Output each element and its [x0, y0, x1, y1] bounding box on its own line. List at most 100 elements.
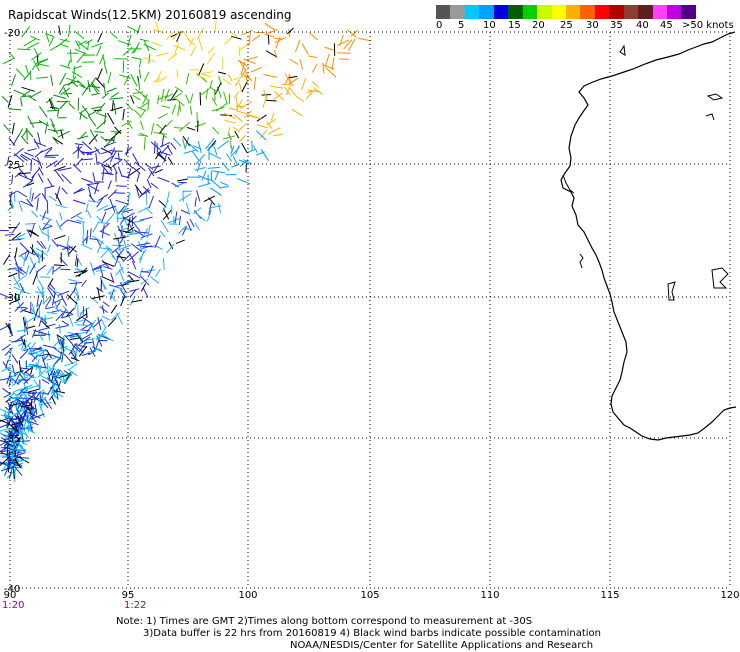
wind-barb [195, 168, 206, 171]
wind-barb [235, 131, 239, 138]
wind-barb [140, 190, 150, 196]
wind-barb [4, 125, 10, 132]
wind-barb [60, 212, 62, 220]
wind-barb [55, 193, 61, 205]
wind-barb [13, 453, 22, 454]
wind-barb [49, 196, 56, 201]
wind-barb [115, 200, 128, 204]
wind-barb [62, 188, 67, 194]
wind-barb [210, 87, 218, 92]
wind-barb [76, 215, 83, 219]
note-line-1: Note: 1) Times are GMT 2)Times along bot… [116, 616, 532, 628]
wind-barb [48, 331, 49, 341]
wind-barb [28, 116, 34, 128]
wind-barb [244, 59, 256, 64]
time-label-2: 1:22 [124, 600, 146, 611]
wind-barb [149, 54, 150, 64]
wind-barb [9, 378, 11, 387]
wind-barb [69, 103, 75, 109]
wind-barb [198, 141, 201, 153]
wind-barb [42, 193, 47, 201]
wind-barb [52, 124, 58, 134]
wind-barb [247, 57, 258, 60]
wind-barb [108, 180, 111, 189]
wind-barb [102, 276, 114, 281]
wind-barb [179, 194, 191, 201]
wind-barb [270, 86, 283, 88]
wind-barb [208, 167, 221, 168]
wind-barb [46, 186, 55, 188]
wind-barb [134, 42, 140, 53]
wind-barb [8, 95, 12, 108]
wind-barb [215, 21, 217, 33]
wind-barb [199, 38, 203, 50]
wind-barb [47, 358, 56, 360]
wind-barb [101, 280, 102, 291]
wind-barb [93, 172, 95, 182]
wind-barb [60, 220, 68, 227]
wind-barb [187, 127, 195, 130]
wind-barb [242, 82, 247, 92]
wind-barb [93, 339, 96, 351]
wind-barb [138, 206, 150, 212]
wind-barb [209, 153, 221, 159]
wind-barb [101, 318, 106, 327]
wind-barb [198, 183, 210, 187]
wind-barb [140, 217, 153, 220]
wind-barb [116, 186, 127, 187]
wind-barb [240, 43, 251, 50]
wind-barb [312, 81, 319, 87]
wind-barb [14, 193, 15, 202]
wind-barb [16, 69, 24, 78]
wind-barb [44, 157, 56, 158]
wind-barb [17, 49, 30, 50]
wind-barb [210, 188, 221, 196]
wind-barb [24, 73, 30, 81]
wind-barb [30, 188, 31, 200]
wind-barb [41, 376, 52, 382]
wind-barb [61, 130, 63, 139]
wind-barb [109, 98, 123, 100]
wind-barb [160, 231, 165, 237]
wind-barb [251, 67, 262, 72]
wind-barb [155, 141, 156, 153]
wind-barb [39, 300, 42, 308]
wind-barb [48, 178, 53, 186]
wind-barb [326, 68, 336, 77]
wind-barb [14, 256, 18, 269]
wind-barbs-layer [0, 21, 371, 483]
wind-barb [102, 212, 106, 222]
wind-barb [149, 196, 154, 209]
wind-barb [19, 269, 20, 279]
wind-barb [101, 224, 109, 232]
wind-barb [118, 238, 120, 248]
wind-barb [24, 153, 33, 157]
wind-barb [55, 326, 68, 329]
wind-barb [31, 224, 35, 237]
wind-barb [111, 305, 117, 314]
wind-barb [253, 145, 258, 152]
wind-barb [58, 131, 70, 137]
wind-barb [45, 155, 59, 156]
wind-barb [17, 330, 28, 332]
wind-barb [40, 215, 53, 220]
wind-barb [114, 233, 117, 241]
wind-barb [158, 114, 168, 119]
wind-barb [151, 142, 160, 150]
wind-barb [158, 77, 166, 82]
wind-barb [175, 211, 177, 223]
wind-barb [216, 103, 227, 111]
australia-coastline [561, 32, 736, 440]
wind-barb [139, 59, 141, 67]
wind-barb [68, 279, 77, 281]
wind-barb [77, 53, 85, 63]
wind-barb [218, 141, 229, 149]
wind-barb [172, 105, 176, 115]
wind-barb [76, 333, 83, 341]
wind-barb [302, 44, 308, 55]
wind-barb [289, 29, 290, 37]
wind-barb [111, 93, 119, 98]
wind-barb [96, 270, 105, 271]
wind-barb [265, 23, 276, 30]
wind-barb [140, 102, 149, 108]
